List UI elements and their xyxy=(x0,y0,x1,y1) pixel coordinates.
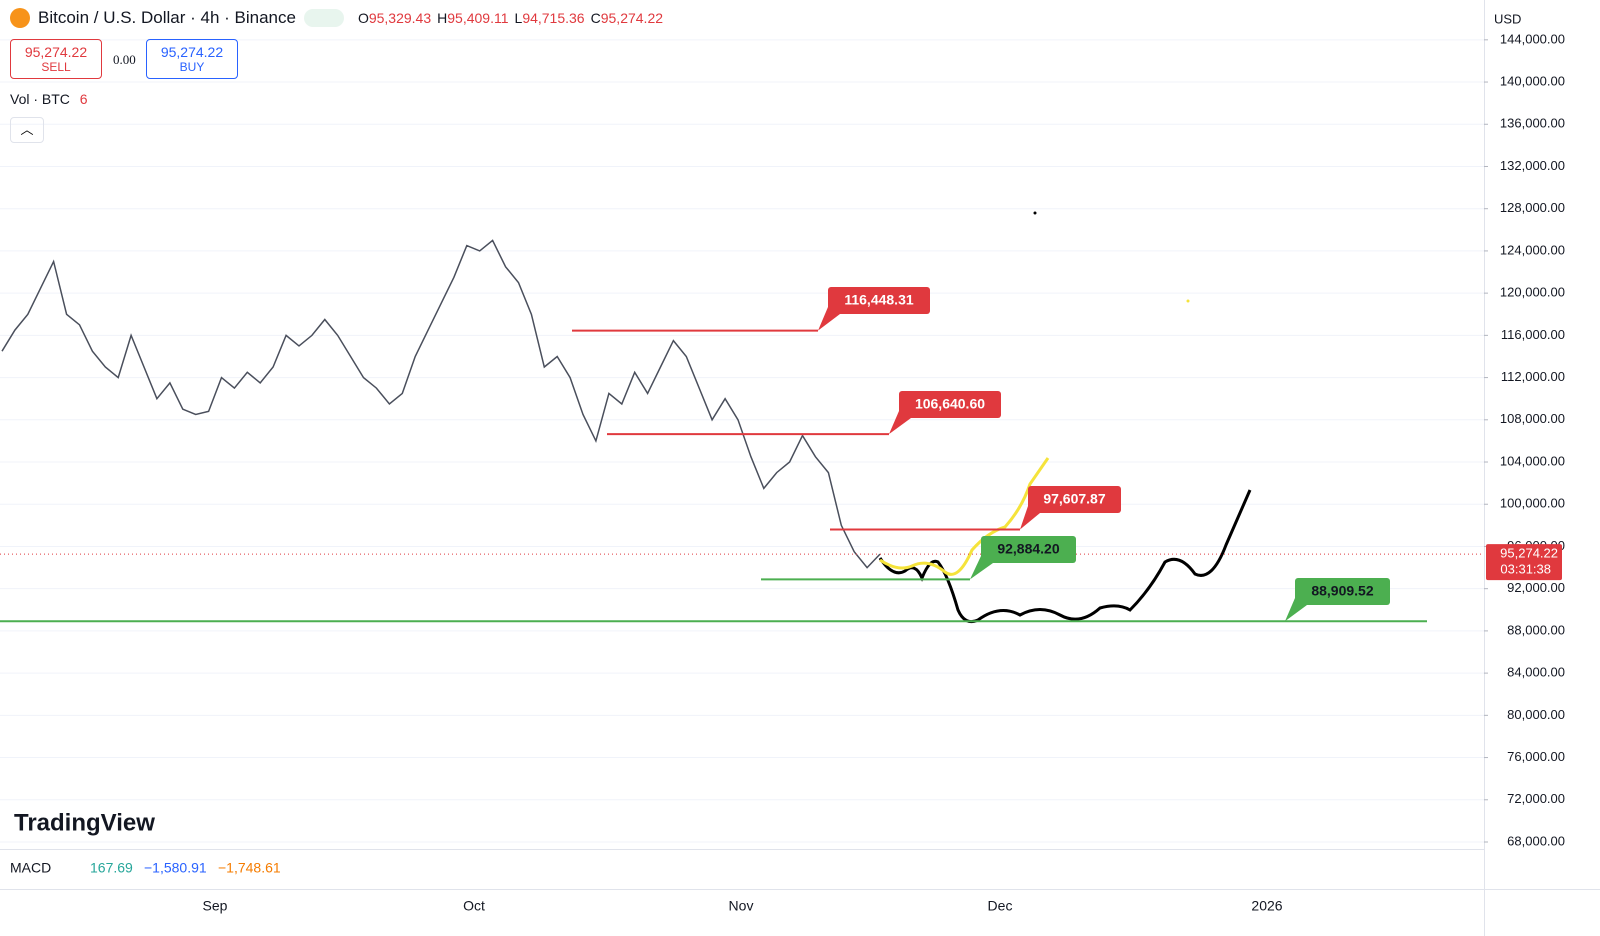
volume-value: 6 xyxy=(79,91,88,107)
y-tick-label: 92,000.00 xyxy=(1507,580,1565,595)
spread: 0.00 xyxy=(113,52,136,67)
x-tick-label: 2026 xyxy=(1251,898,1282,914)
currency[interactable]: USD xyxy=(1494,11,1521,26)
level-label: 106,640.60 xyxy=(915,396,985,412)
y-tick-label: 72,000.00 xyxy=(1507,791,1565,806)
y-tick-label: 120,000.00 xyxy=(1500,285,1565,300)
ohlc-key: L xyxy=(514,10,523,26)
level-box xyxy=(1028,486,1121,513)
y-tick-label: 76,000.00 xyxy=(1507,749,1565,764)
level-label: 116,448.31 xyxy=(844,292,914,308)
sell-price: 95,274.22 xyxy=(24,44,88,60)
ohlc-value: 95,329.43 xyxy=(368,10,432,26)
volume-legend: Vol · BTC 6 xyxy=(10,91,88,107)
level-box xyxy=(899,391,1001,418)
ohlc-value: 95,409.11 xyxy=(447,10,509,26)
level-label: 97,607.87 xyxy=(1043,491,1105,507)
buy-price: 95,274.22 xyxy=(160,44,224,60)
macd-value: −1,580.91 xyxy=(144,860,207,876)
ohlc-value: 94,715.36 xyxy=(522,10,585,26)
price-line xyxy=(1,239,881,569)
level-label: 88,909.52 xyxy=(1311,583,1373,599)
last-price-tag xyxy=(1486,544,1562,581)
macd-value: 167.69 xyxy=(90,860,133,876)
symbol-header: Bitcoin / U.S. Dollar · 4h · Binance O95… xyxy=(10,8,663,28)
pane-separator xyxy=(0,849,1484,850)
y-tick-label: 140,000.00 xyxy=(1500,73,1565,88)
buy-button[interactable]: 95,274.22 BUY xyxy=(146,39,238,79)
ohlc-key: H xyxy=(437,10,448,26)
y-tick-label: 100,000.00 xyxy=(1500,496,1565,511)
last-price-label: 95,274.22 xyxy=(1500,546,1558,561)
y-tick-label: 84,000.00 xyxy=(1507,665,1565,680)
ohlc-key: C xyxy=(590,10,601,26)
ohlc-value: 95,274.22 xyxy=(600,10,664,26)
y-tick-label: 116,000.00 xyxy=(1501,327,1565,342)
x-tick-label: Oct xyxy=(463,898,485,914)
projection-path xyxy=(878,489,1252,624)
sell-button[interactable]: 95,274.22 SELL xyxy=(10,39,102,79)
level-label: 92,884.20 xyxy=(997,541,1059,557)
y-tick-label: 124,000.00 xyxy=(1500,242,1565,257)
watermark: TradingView xyxy=(14,809,155,836)
axis-separator xyxy=(1484,0,1485,936)
level-box xyxy=(981,536,1076,563)
y-tick-label: 104,000.00 xyxy=(1500,453,1565,468)
ohlc-key: O xyxy=(357,10,369,26)
y-tick-label: 112,000.00 xyxy=(1501,369,1565,384)
ohlc-legend: O95,329.43 H95,409.11 L94,715.36 C95,274.22 xyxy=(352,10,663,26)
y-tick-label: 136,000.00 xyxy=(1500,116,1565,131)
countdown: 03:31:38 xyxy=(1500,562,1551,577)
x-tick-label: Sep xyxy=(203,898,228,914)
y-tick-label: 128,000.00 xyxy=(1500,200,1565,215)
x-tick-label: Dec xyxy=(988,898,1013,914)
coin-icon xyxy=(10,8,30,28)
pane-separator xyxy=(0,889,1600,890)
y-tick-label: 88,000.00 xyxy=(1507,622,1565,637)
volume-label: Vol · BTC xyxy=(10,91,70,107)
status-pill xyxy=(303,9,344,27)
x-tick-label: Nov xyxy=(729,898,754,914)
stray-dot xyxy=(1186,299,1190,303)
alt-projection-path xyxy=(879,457,1050,576)
collapse-button[interactable]: ︿ xyxy=(10,117,44,143)
buy-label: BUY xyxy=(179,60,205,74)
macd-label: MACD xyxy=(10,860,51,876)
y-tick-label: 68,000.00 xyxy=(1507,833,1565,848)
level-box xyxy=(828,287,930,314)
symbol-title[interactable]: Bitcoin / U.S. Dollar · 4h · Binance xyxy=(38,8,296,27)
y-tick-label: 108,000.00 xyxy=(1500,411,1565,426)
macd-value: −1,748.61 xyxy=(218,860,281,876)
y-tick-label: 132,000.00 xyxy=(1500,158,1565,173)
y-tick-label: 144,000.00 xyxy=(1500,31,1565,46)
y-tick-label: 80,000.00 xyxy=(1507,707,1565,722)
level-box xyxy=(1295,578,1390,605)
sell-label: SELL xyxy=(41,60,71,74)
stray-dot xyxy=(1033,211,1037,215)
